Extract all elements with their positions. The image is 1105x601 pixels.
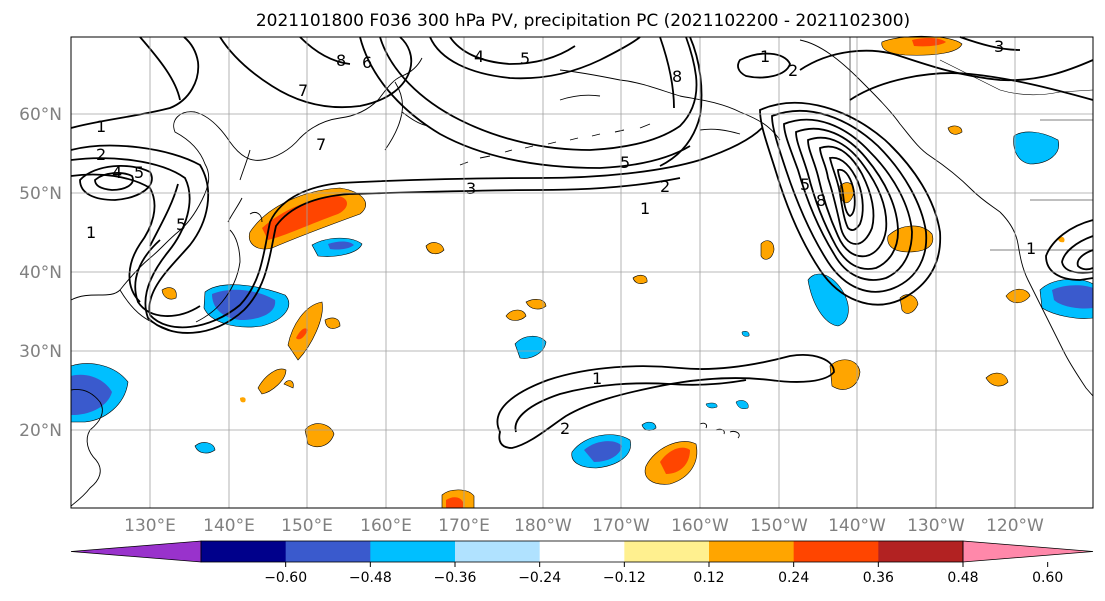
- contour-label: 5: [176, 215, 186, 234]
- lon-label: 170°W: [592, 516, 650, 536]
- contour-label: 5: [800, 175, 810, 194]
- contour-label: 5: [520, 49, 530, 68]
- colorbar-bin: [370, 541, 456, 562]
- lat-label: 20°N: [19, 421, 62, 441]
- lon-label: 140°W: [828, 516, 886, 536]
- lat-label: 60°N: [19, 105, 62, 125]
- lon-label: 130°W: [907, 516, 965, 536]
- colorbar-frame: [200, 540, 964, 563]
- colorbar-bin: [878, 541, 964, 562]
- lat-label: 40°N: [19, 263, 62, 283]
- colorbar-tick-label: −0.12: [603, 570, 646, 586]
- colorbar-extend-low: [70, 540, 202, 563]
- contour-label: 1: [1026, 239, 1036, 258]
- map-background: [71, 37, 1093, 508]
- pv-contour-labels: 1 2 4 5 5 1 8 6 4 5 7 7 3 5 2 1 1 2 8 5 …: [86, 37, 1036, 438]
- colorbar: [70, 540, 1094, 567]
- colorbar-tick-label: −0.36: [434, 570, 477, 586]
- map-frame: [70, 36, 1094, 509]
- lon-label: 180°W: [514, 516, 572, 536]
- lon-label: 160°E: [360, 516, 412, 536]
- contour-label: 1: [592, 369, 602, 388]
- contour-label: 5: [134, 163, 144, 182]
- chart-title: 2021101800 F036 300 hPa PV, precipitatio…: [256, 11, 910, 31]
- contour-label: 1: [640, 199, 650, 218]
- map-panel: 1 2 4 5 5 1 8 6 4 5 7 7 3 5 2 1 1 2 8 5 …: [70, 35, 1094, 509]
- contour-label: 2: [660, 177, 670, 196]
- contour-label: 3: [466, 179, 476, 198]
- lon-label: 170°E: [438, 516, 490, 536]
- contour-label: 8: [336, 51, 346, 70]
- contour-label: 3: [994, 37, 1004, 56]
- contour-label: 7: [316, 135, 326, 154]
- lat-label: 50°N: [19, 184, 62, 204]
- contour-label: 1: [86, 223, 96, 242]
- gridlines: [71, 37, 1093, 508]
- contour-label: 7: [298, 81, 308, 100]
- colorbar-tick-label: 0.12: [693, 570, 724, 586]
- precip-anomaly-fills: [70, 35, 1094, 509]
- contour-label: 2: [96, 145, 106, 164]
- colorbar-bin: [201, 541, 287, 562]
- latitude-labels: 60°N 50°N 40°N 30°N 20°N: [19, 105, 62, 441]
- lon-label: 150°W: [750, 516, 808, 536]
- colorbar-tick-label: −0.60: [264, 570, 307, 586]
- colorbar-extend-high: [962, 540, 1094, 563]
- colorbar-tick-labels: −0.60 −0.48 −0.36 −0.24 −0.12 0.12 0.24 0.36 0.4…: [264, 570, 1063, 586]
- pv-contours: [70, 36, 1094, 449]
- lon-label: 160°W: [671, 516, 729, 536]
- lon-label: 150°E: [281, 516, 333, 536]
- lon-label: 120°W: [986, 516, 1044, 536]
- colorbar-bin: [285, 541, 371, 562]
- colorbar-tick-label: −0.48: [349, 570, 392, 586]
- colorbar-tick-label: −0.24: [518, 570, 561, 586]
- colorbar-tick-label: 0.36: [863, 570, 894, 586]
- colorbar-tick-label: 0.48: [947, 570, 978, 586]
- colorbar-tick-label: 0.24: [778, 570, 809, 586]
- lat-label: 30°N: [19, 342, 62, 362]
- longitude-labels: 130°E 140°E 150°E 160°E 170°E 180°W 170°…: [124, 516, 1044, 536]
- contour-label: 2: [560, 419, 570, 438]
- colorbar-tick-label: 0.60: [1032, 570, 1063, 586]
- colorbar-bin: [709, 541, 795, 562]
- colorbar-bin: [624, 541, 710, 562]
- contour-label: 4: [112, 163, 122, 182]
- lon-label: 130°E: [124, 516, 176, 536]
- colorbar-bin: [455, 541, 541, 562]
- contour-label: 6: [362, 53, 372, 72]
- contour-label: 4: [474, 47, 484, 66]
- contour-label: 1: [760, 47, 770, 66]
- contour-label: 5: [620, 153, 630, 172]
- contour-label: 8: [672, 67, 682, 86]
- contour-label: 2: [788, 61, 798, 80]
- contour-label: 1: [96, 117, 106, 136]
- colorbar-bin: [793, 541, 879, 562]
- contour-label: 8: [816, 191, 826, 210]
- lon-label: 140°E: [203, 516, 255, 536]
- colorbar-bin: [539, 541, 625, 562]
